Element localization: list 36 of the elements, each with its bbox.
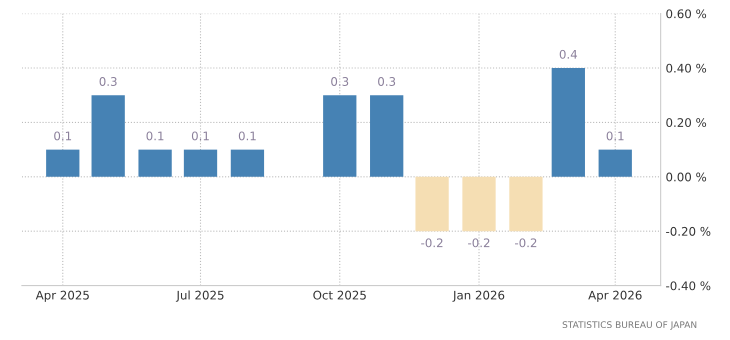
y-tick-label: -0.40 % [666, 281, 710, 290]
data-label: -0.2 [421, 238, 442, 248]
bar [138, 150, 172, 177]
bar [415, 176, 449, 232]
bar [462, 176, 496, 232]
bar [370, 95, 404, 177]
bar [184, 150, 218, 177]
y-tick-label: 0.60 % [666, 9, 706, 18]
x-tick-label: Jan 2026 [452, 290, 504, 302]
x-tick-label: Apr 2025 [36, 290, 89, 302]
bar [552, 68, 585, 177]
bar [92, 95, 125, 177]
data-label: 0.3 [100, 77, 117, 86]
bar [509, 176, 543, 232]
data-label: 0.3 [331, 77, 348, 86]
y-tick-label: 0.00 % [666, 172, 706, 182]
data-label: -0.2 [515, 238, 536, 248]
bar [598, 150, 632, 177]
data-label: 0.1 [606, 131, 624, 140]
data-label: 0.1 [192, 131, 209, 140]
data-label: 0.3 [378, 77, 396, 86]
y-tick-label: 0.20 % [666, 118, 706, 128]
data-label: 0.1 [146, 131, 164, 140]
x-tick-label: Jul 2025 [176, 290, 224, 302]
x-tick-label: Apr 2026 [588, 290, 642, 302]
data-label: -0.2 [468, 238, 490, 248]
text: STATISTICS BUREAU OF JAPAN [562, 321, 696, 330]
bar [46, 150, 80, 177]
y-tick-label: 0.40 % [666, 64, 706, 73]
bar [323, 95, 356, 177]
data-label: 0.1 [54, 131, 72, 140]
data-label: 0.1 [238, 131, 256, 140]
x-tick-label: Oct 2025 [313, 290, 366, 300]
bar [230, 150, 264, 177]
data-label: 0.4 [560, 50, 578, 59]
y-tick-label: -0.20 % [666, 226, 710, 236]
